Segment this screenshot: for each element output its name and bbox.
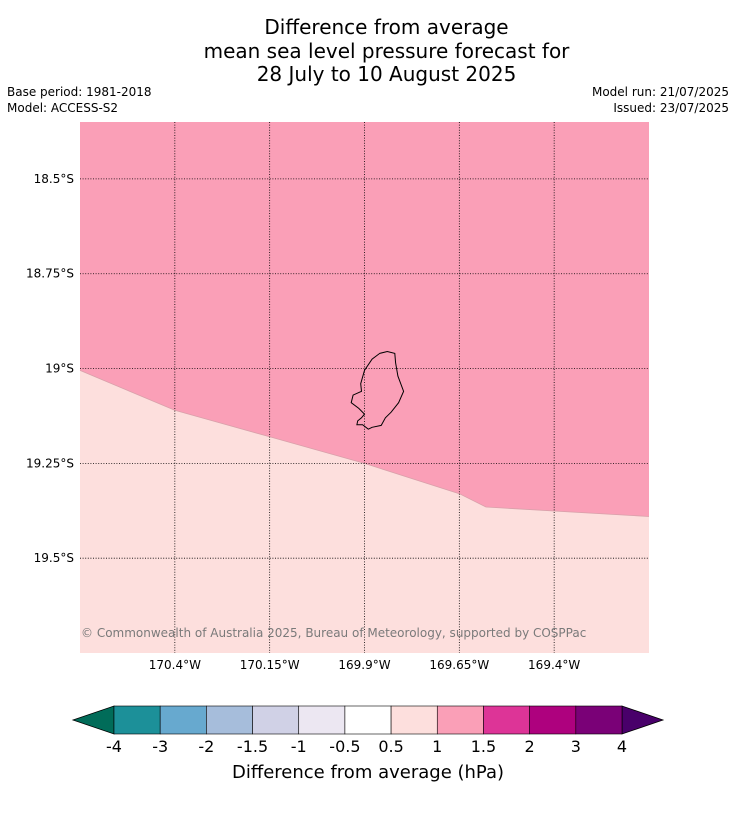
colorbar-tick-label: -4 xyxy=(106,737,122,756)
colorbar-tick-label: 1 xyxy=(432,737,442,756)
chart-title: Difference from average mean sea level p… xyxy=(0,15,736,87)
colorbar-segment xyxy=(529,705,577,735)
region-south-0.5-to-1 xyxy=(80,370,649,653)
x-tick-label: 169.9°W xyxy=(338,658,390,672)
x-tick-label: 170.15°W xyxy=(240,658,300,672)
colorbar-tick-label: -3 xyxy=(152,737,168,756)
colorbar-label: Difference from average (hPa) xyxy=(232,762,504,783)
island-outline xyxy=(350,350,405,430)
colorbar-segment xyxy=(344,705,392,735)
x-tick-label: 169.65°W xyxy=(429,658,489,672)
title-line-2: mean sea level pressure forecast for xyxy=(203,38,570,63)
colorbar-extend-low xyxy=(71,705,115,735)
colorbar-tick-label: 0.5 xyxy=(378,737,403,756)
base-period: Base period: 1981-2018 xyxy=(7,85,152,99)
colorbar-segment xyxy=(575,705,623,735)
colorbar-segment xyxy=(206,705,253,735)
x-tick-label: 170.4°W xyxy=(149,658,201,672)
y-tick-label: 19.5°S xyxy=(34,551,74,565)
colorbar-segment xyxy=(252,705,300,735)
colorbar-segment xyxy=(436,705,484,735)
y-tick-label: 18.75°S xyxy=(26,267,74,281)
colorbar-tick-label: -1.5 xyxy=(237,737,268,756)
x-tick-label: 169.4°W xyxy=(528,658,580,672)
colorbar-tick-label: 2 xyxy=(525,737,535,756)
meta-right: Model run: 21/07/2025 Issued: 23/07/2025 xyxy=(592,84,729,116)
colorbar-tick-label: 4 xyxy=(617,737,627,756)
colorbar-segment xyxy=(113,705,161,735)
colorbar-extend-high xyxy=(621,705,665,735)
meta-left: Base period: 1981-2018 Model: ACCESS-S2 xyxy=(7,84,152,116)
copyright-text: © Commonwealth of Australia 2025, Bureau… xyxy=(81,626,586,640)
colorbar-tick-label: -0.5 xyxy=(329,737,360,756)
colorbar-tick-label: 1.5 xyxy=(471,737,496,756)
title-line-3: 28 July to 10 August 2025 xyxy=(256,62,517,86)
issued-date: Issued: 23/07/2025 xyxy=(613,101,729,115)
colorbar-segment xyxy=(159,705,207,735)
colorbar-tick-label: -1 xyxy=(291,737,307,756)
colorbar: -4 -3 -2 -1.5 -1 -0.5 0.5 1 1.5 2 3 4 xyxy=(71,705,665,756)
gridlines xyxy=(80,122,649,653)
colorbar-tick-label: 3 xyxy=(571,737,581,756)
y-tick-labels: 18.5°S 18.75°S 19°S 19.25°S 19.5°S xyxy=(26,172,74,565)
colorbar-segment xyxy=(390,705,438,735)
title-line-1: Difference from average xyxy=(264,15,509,39)
x-tick-labels: 170.4°W 170.15°W 169.9°W 169.65°W 169.4°W xyxy=(149,658,581,672)
model-name: Model: ACCESS-S2 xyxy=(7,101,119,115)
y-tick-label: 19.25°S xyxy=(26,456,74,470)
colorbar-segment xyxy=(483,705,530,735)
y-tick-label: 19°S xyxy=(45,362,74,376)
model-run: Model run: 21/07/2025 xyxy=(591,85,729,99)
colorbar-segment xyxy=(298,705,346,735)
y-tick-label: 18.5°S xyxy=(34,172,74,186)
colorbar-tick-label: -2 xyxy=(198,737,214,756)
